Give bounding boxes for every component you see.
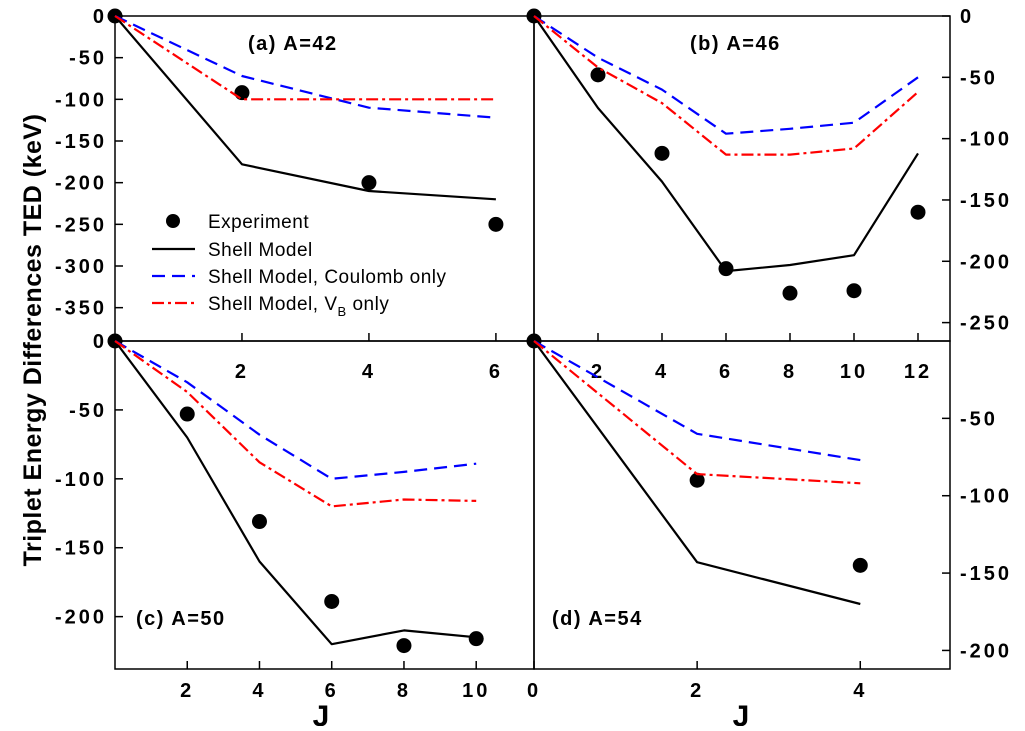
panel-c-xtick-label: 10 <box>462 680 490 702</box>
panel-c-experiment-point <box>251 514 267 530</box>
panel-a-ytick-label: -250 <box>55 214 107 236</box>
panel-c-experiment-point <box>324 593 340 609</box>
panel-d-ytick-label: -200 <box>960 640 1012 662</box>
panel-a-xtick-label: 2 <box>235 361 249 383</box>
panel-c-ytick-label: -150 <box>55 538 107 560</box>
y-axis-label: Triplet Energy Differences TED (keV) <box>19 114 47 567</box>
legend-shell-model-label: Shell Model <box>208 240 313 261</box>
panel-c-xtick-label: 6 <box>325 680 339 702</box>
panel-d-dashed-line <box>533 340 861 462</box>
panel-a-ytick-label: -200 <box>55 173 107 195</box>
panel-b-experiment-point <box>590 67 606 83</box>
panel-b-ytick-label: -100 <box>960 129 1012 151</box>
legend-experiment-marker <box>166 214 180 228</box>
panel-b-experiment-point <box>846 283 862 299</box>
legend-vb-label-post: only <box>347 294 390 315</box>
panel-a-label: (a) A=42 <box>248 33 338 55</box>
panel-c-ytick-label: -200 <box>55 607 107 629</box>
panel-c-xtick-label: 8 <box>397 680 411 702</box>
panel-a-xtick-label: 4 <box>362 361 376 383</box>
panel-b-xtick-label: 10 <box>840 361 868 383</box>
panel-d-xtick-label: 0 <box>527 680 541 702</box>
x-axis-label-right: J <box>733 700 750 726</box>
panel-b-xtick-label: 12 <box>904 361 932 383</box>
panel-a-dashdot-line <box>114 15 496 101</box>
panel-a-dashed-line <box>114 15 496 119</box>
axis-ticks: 2 4 6 0 -50 -100 -150 -200 -250 -300 -350 2 4 6 8 10 12 0… <box>55 6 1012 702</box>
legend-vb-label: Shell Model, VB only <box>208 294 389 319</box>
panel-a-solid-line <box>114 15 496 201</box>
panel-d-dashdot-line <box>533 340 861 485</box>
panel-d-experiment-point <box>689 472 705 488</box>
panel-d-ytick-label: -50 <box>960 408 998 430</box>
panel-c-dashdot-line <box>114 340 477 508</box>
panel-b-ytick-label: -150 <box>960 190 1012 212</box>
panel-c-xtick-label: 2 <box>180 680 194 702</box>
panel-a-experiment-point <box>361 175 377 191</box>
panel-a-ytick-label: -150 <box>55 131 107 153</box>
legend-experiment-label: Experiment <box>208 212 309 233</box>
panel-a-ytick-label: -300 <box>55 256 107 278</box>
panel-c-experiment-point <box>179 406 195 422</box>
panel-b-dashed-line <box>533 15 919 135</box>
panel-b-ytick-label: -250 <box>960 313 1012 335</box>
panel-d-ytick-label: -150 <box>960 563 1012 585</box>
legend-vb-label-pre: Shell Model, V <box>208 294 338 315</box>
panel-b-xtick-label: 2 <box>591 361 605 383</box>
panel-b-ytick-label: -200 <box>960 251 1012 273</box>
panel-a-ytick-label: -50 <box>69 48 107 70</box>
panel-b-experiment-point <box>782 285 798 301</box>
panel-b-experiment-point <box>910 204 926 220</box>
panel-b-ytick-label: 0 <box>960 6 974 28</box>
panel-b-xtick-label: 4 <box>655 361 669 383</box>
panel-a-xtick-label: 6 <box>489 361 503 383</box>
panel-c-ytick-label: -50 <box>69 400 107 422</box>
data-series <box>107 8 926 654</box>
panel-c-label: (c) A=50 <box>136 608 226 630</box>
panel-a-ytick-label: 0 <box>93 6 107 28</box>
panel-d-experiment-point <box>852 557 868 573</box>
panel-b-solid-line <box>533 15 919 273</box>
panel-b-frame <box>533 15 951 342</box>
panel-c-dashed-line <box>114 340 477 480</box>
panel-a-experiment-point <box>488 216 504 232</box>
panel-a-ytick-label: -100 <box>55 89 107 111</box>
panel-c-ytick-label: 0 <box>93 331 107 353</box>
panel-c-ytick-label: -100 <box>55 469 107 491</box>
panel-b-dashdot-line <box>533 15 919 156</box>
panel-c-xtick-label: 4 <box>252 680 266 702</box>
panel-b-label: (b) A=46 <box>690 33 781 55</box>
panel-b-xtick-label: 6 <box>719 361 733 383</box>
x-axis-label-left: J <box>313 700 330 726</box>
panel-b-ytick-label: -50 <box>960 67 998 89</box>
panel-d-solid-line <box>533 340 861 606</box>
legend-vb-subscript: B <box>338 304 347 319</box>
panel-c-solid-line <box>114 340 477 646</box>
legend-coulomb-label: Shell Model, Coulomb only <box>208 267 447 288</box>
panel-d-xtick-label: 4 <box>853 680 867 702</box>
panel-d-frame <box>533 340 951 670</box>
panel-a-frame <box>114 15 535 342</box>
panel-d-label: (d) A=54 <box>552 608 643 630</box>
panel-d-xtick-label: 2 <box>690 680 704 702</box>
panel-b-experiment-point <box>654 145 670 161</box>
panel-b-xtick-label: 8 <box>783 361 797 383</box>
panel-c-experiment-point <box>468 631 484 647</box>
panel-c-experiment-point <box>396 638 412 654</box>
panel-a-experiment-point <box>234 85 250 101</box>
legend: Experiment Shell Model Shell Model, Coul… <box>152 212 447 319</box>
panel-d-ytick-label: -100 <box>960 486 1012 508</box>
panel-a-ytick-label: -350 <box>55 298 107 320</box>
